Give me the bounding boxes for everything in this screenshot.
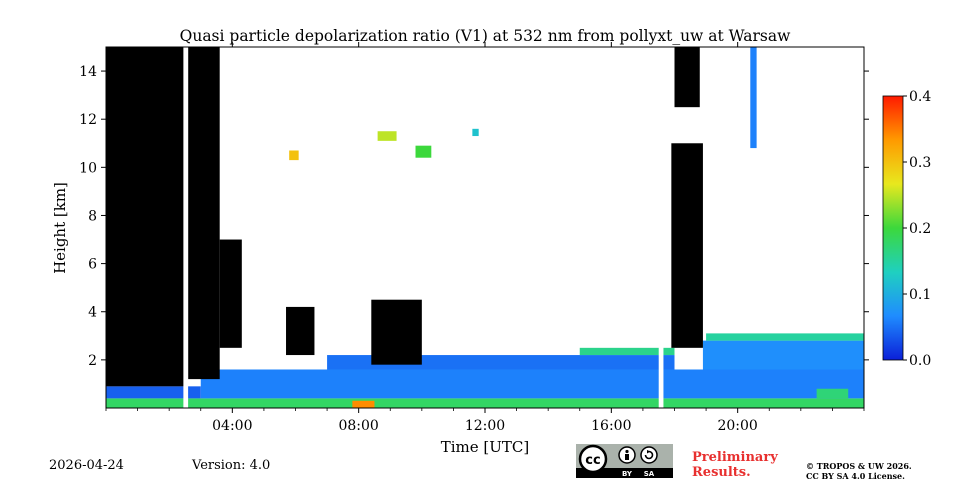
depol-region-11	[472, 128, 479, 137]
colorbar	[882, 95, 904, 361]
colorbar-ticks: 0.0 0.1 0.2 0.3 0.4	[903, 89, 931, 369]
y-tick-label-0: 2	[88, 353, 97, 369]
x-tick-label-0: 04:00	[212, 418, 252, 434]
y-tick-label-2: 6	[88, 257, 97, 273]
svg-text:cc: cc	[585, 453, 600, 468]
preliminary-line-1: Preliminary	[692, 450, 778, 465]
x-tick-label-3: 16:00	[591, 418, 631, 434]
depol-region-12	[750, 47, 757, 149]
colorbar-tick-label-4: 0.4	[909, 89, 931, 105]
cloud-region-4	[371, 299, 422, 365]
sa-share-alike-icon	[640, 446, 658, 464]
cloud-region-2	[219, 239, 242, 348]
data-gap-0	[183, 47, 189, 408]
x-axis: 04:00 08:00 12:00 16:00 20:00	[105, 42, 865, 434]
depol-region-13	[352, 400, 375, 408]
plot-area	[106, 47, 864, 408]
depol-region-1	[106, 386, 201, 399]
y-tick-label-6: 14	[79, 64, 97, 80]
preliminary-results-note: Preliminary Results.	[692, 450, 778, 480]
preliminary-line-2: Results.	[692, 465, 751, 480]
cloud-region-1	[188, 47, 220, 380]
copyright-line-2: CC BY SA 4.0 License.	[806, 471, 905, 481]
footer-version: Version: 4.0	[192, 458, 271, 473]
colorbar-tick-label-3: 0.3	[909, 155, 931, 171]
x-axis-label: Time [UTC]	[441, 438, 530, 456]
depol-region-0	[106, 398, 864, 408]
data-gap-1	[658, 47, 664, 408]
copyright-line-1: © TROPOS & UW 2026.	[806, 461, 912, 471]
depol-region-6	[706, 333, 864, 341]
y-axis: 2 4 6 8 10 12 14	[79, 64, 869, 369]
colorbar-tick-label-2: 0.2	[909, 221, 931, 237]
colorbar-tick-label-0: 0.0	[909, 353, 931, 369]
depol-region-4	[702, 340, 864, 370]
data-gap-layer	[183, 47, 664, 408]
cloud-layer	[106, 47, 703, 387]
x-tick-label-2: 12:00	[465, 418, 505, 434]
depol-region-10	[415, 145, 432, 158]
x-tick-label-4: 20:00	[717, 418, 757, 434]
y-tick-label-3: 8	[88, 208, 97, 224]
y-tick-label-4: 10	[79, 160, 97, 176]
depol-region-2	[200, 369, 864, 399]
cc-by-sa-badge: cc BY SA	[576, 444, 673, 478]
depol-region-9	[377, 131, 397, 141]
svg-text:SA: SA	[644, 470, 655, 478]
cloud-region-0	[106, 47, 185, 387]
depol-region-14	[816, 388, 849, 399]
copyright-note: © TROPOS & UW 2026. CC BY SA 4.0 License…	[806, 461, 912, 481]
cloud-region-5	[671, 143, 703, 348]
colorbar-tick-label-1: 0.1	[909, 287, 931, 303]
footer-date: 2026-04-24	[49, 458, 124, 473]
cloud-region-6	[674, 47, 700, 108]
y-axis-label: Height [km]	[51, 182, 69, 274]
cc-icon	[578, 444, 608, 474]
svg-text:BY: BY	[622, 470, 633, 478]
y-tick-label-5: 12	[79, 112, 97, 128]
y-tick-label-1: 4	[88, 305, 97, 321]
cloud-region-3	[286, 306, 315, 356]
depol-region-7	[289, 150, 299, 161]
x-tick-label-1: 08:00	[338, 418, 378, 434]
chart-title: Quasi particle depolarization ratio (V1)…	[180, 27, 791, 45]
depol-region-5	[579, 347, 675, 356]
